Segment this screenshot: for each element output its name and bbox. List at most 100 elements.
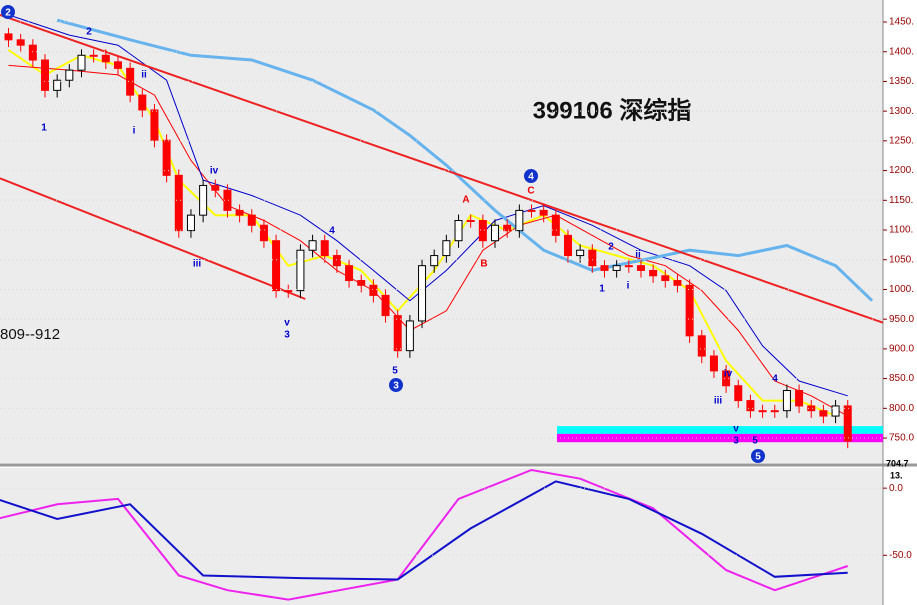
wave-label: 3 xyxy=(284,330,290,341)
wave-label: 4 xyxy=(528,172,534,183)
candle-body xyxy=(199,184,208,216)
candle-body xyxy=(795,389,804,407)
wave-circle xyxy=(524,169,538,183)
candle-body xyxy=(320,240,329,257)
y-tick-label: 1050. xyxy=(889,254,914,265)
oscillator-line xyxy=(0,468,849,601)
y-tick-label: 1300. xyxy=(889,106,914,117)
y-tick-label: 900.0 xyxy=(889,344,914,355)
wave-label: 2 xyxy=(86,27,92,38)
y-tick-label: 1250. xyxy=(889,136,914,147)
wave-label: 5 xyxy=(752,436,758,447)
wave-label: 3 xyxy=(393,381,399,392)
wave-label: v xyxy=(284,318,290,329)
candle-body xyxy=(89,54,98,57)
candle-body xyxy=(296,249,305,292)
wave-label: iv xyxy=(724,369,733,380)
candle-body xyxy=(612,265,621,271)
wave-label: 2 xyxy=(5,8,11,19)
wave-label: 4 xyxy=(329,226,335,237)
y-tick-label: 1400. xyxy=(889,46,914,57)
wave-circle xyxy=(1,5,15,19)
y-tick-label: 950.0 xyxy=(889,314,914,325)
candle-body xyxy=(588,249,597,267)
wave-label: v xyxy=(733,424,739,435)
wave-label: 704.7 xyxy=(886,458,909,468)
indicator-line xyxy=(0,13,883,324)
candle-body xyxy=(673,280,682,286)
wave-label: 5 xyxy=(755,452,761,463)
candle-body xyxy=(369,284,378,296)
candle-body xyxy=(150,109,159,141)
wave-label: i xyxy=(133,126,136,137)
candle-body xyxy=(649,269,658,277)
zone xyxy=(557,426,883,434)
y-tick-label: 1450. xyxy=(889,17,914,28)
candle-body xyxy=(126,67,135,96)
candle-body xyxy=(770,410,779,413)
candle-body xyxy=(332,255,341,267)
candle-body xyxy=(515,209,524,232)
subtitle: 809--912 xyxy=(0,326,60,343)
candle-body xyxy=(576,249,585,257)
candle-body xyxy=(503,224,512,232)
y-tick-label: 850.0 xyxy=(889,373,914,384)
candle-body xyxy=(393,315,402,352)
candle-body xyxy=(624,265,633,268)
candle-body xyxy=(491,224,500,242)
wave-label: i xyxy=(627,281,630,292)
candle-body xyxy=(4,33,13,41)
candle-body xyxy=(41,59,50,91)
wave-label: A xyxy=(462,195,469,206)
y-tick-label: 1100. xyxy=(889,225,913,236)
candle-body xyxy=(430,255,439,267)
y-tick-label: 800.0 xyxy=(889,403,914,414)
candle-body xyxy=(101,54,110,63)
candle-body xyxy=(722,370,731,387)
y-tick-label: 1150. xyxy=(889,195,913,206)
candle-body xyxy=(454,220,463,242)
candle-body xyxy=(600,265,609,271)
chart-title: 399106 深综指 xyxy=(533,96,692,124)
y-tick-label: -50.0 xyxy=(889,550,912,561)
candle-body xyxy=(272,240,281,292)
candle-body xyxy=(685,284,694,337)
wave-label: iii xyxy=(714,396,723,407)
indicator-line xyxy=(0,177,306,300)
wave-label: B xyxy=(480,259,487,270)
y-tick-label: 0.0 xyxy=(889,483,903,494)
wave-label: 13. xyxy=(890,470,903,480)
indicator-line xyxy=(8,64,848,417)
candle-body xyxy=(831,405,840,417)
candle-body xyxy=(381,294,390,317)
indicator-line xyxy=(8,14,848,397)
wave-circle xyxy=(389,378,403,392)
wave-label: 1 xyxy=(599,284,605,295)
candle-body xyxy=(65,69,74,81)
candle-body xyxy=(819,410,828,417)
candle-body xyxy=(746,400,755,412)
candle-body xyxy=(442,240,451,257)
price-axis xyxy=(883,0,917,605)
candle-body xyxy=(527,209,536,212)
candle-body xyxy=(113,61,122,69)
candle-body xyxy=(138,94,147,111)
candle-body xyxy=(782,389,791,412)
candle-body xyxy=(284,290,293,293)
candle-body xyxy=(53,79,62,91)
y-tick-label: 1200. xyxy=(889,165,914,176)
candle-body xyxy=(16,39,25,46)
candle-body xyxy=(661,275,670,282)
wave-label: 1 xyxy=(41,123,47,134)
wave-label: ii xyxy=(635,250,641,261)
candle-body xyxy=(223,189,232,211)
indicator-line xyxy=(56,18,874,302)
osc-plot xyxy=(0,468,849,601)
candle-body xyxy=(551,214,560,236)
candle-body xyxy=(466,220,475,223)
candle-body xyxy=(186,214,195,232)
candle-body xyxy=(308,240,317,251)
y-tick-label: 1350. xyxy=(889,76,914,87)
wave-label: 2 xyxy=(608,242,614,253)
